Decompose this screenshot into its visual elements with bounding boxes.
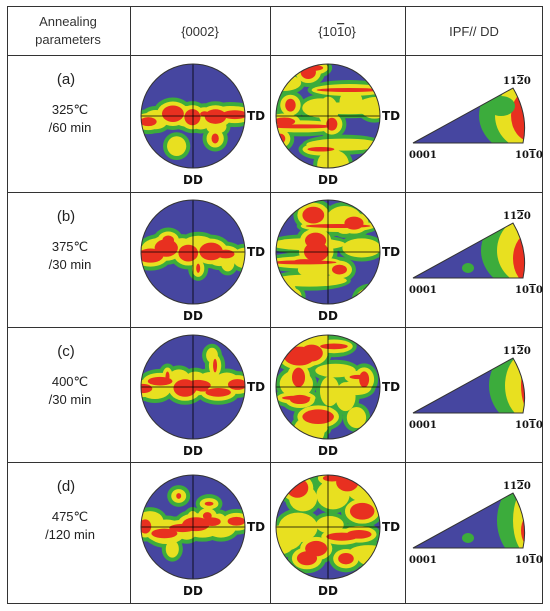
prismatic-texture-map — [276, 335, 380, 439]
ipf-outline — [412, 357, 526, 414]
prismatic-texture-map — [276, 200, 380, 304]
row-label: (a) — [57, 71, 75, 88]
dd-axis-label: DD — [183, 584, 203, 598]
rows-layer: (a) 325℃ /60 min TD DD TD DD 0001 1010 1120 (b) 375… — [45, 63, 543, 598]
td-axis-label: TD — [382, 245, 400, 259]
header-annealing: Annealing — [39, 14, 97, 29]
ipf-label-11-20: 1120 — [503, 346, 531, 357]
ipf-label-11-20: 1120 — [503, 211, 531, 222]
td-axis-label: TD — [382, 109, 400, 123]
pole-figure-outline — [275, 199, 381, 305]
ipf-outline — [412, 492, 526, 549]
table-row: (d) 475℃ /120 min TD DD TD DD 0001 1010 1120 — [45, 474, 543, 598]
td-axis-label: TD — [247, 520, 265, 534]
ipf-label-0001: 0001 — [409, 285, 437, 296]
dd-axis-label: DD — [318, 584, 338, 598]
ipf-outline — [412, 222, 526, 279]
basal-texture-map — [141, 335, 245, 439]
ipf-label-10-10: 1010 — [515, 150, 543, 161]
pole-figure-outline — [275, 334, 381, 440]
basal-texture-map — [141, 64, 245, 168]
table-row: (c) 400℃ /30 min TD DD TD DD 0001 1010 1120 — [49, 334, 543, 458]
dd-axis-label: DD — [318, 444, 338, 458]
ipf-outline — [412, 87, 526, 144]
prismatic-texture-map — [276, 475, 380, 579]
ipf-label-11-20: 1120 — [503, 76, 531, 87]
ipf-label-0001: 0001 — [409, 555, 437, 566]
row-label: (b) — [57, 208, 75, 225]
table-grid — [7, 6, 543, 604]
pole-figure-outline — [140, 474, 246, 580]
table-header: Annealing parameters {0002} {1010} IPF//… — [35, 14, 499, 47]
pole-figure-outline — [140, 63, 246, 169]
temperature-label: 325℃ — [52, 102, 88, 117]
td-axis-label: TD — [382, 380, 400, 394]
ipf-label-0001: 0001 — [409, 150, 437, 161]
table-row: (a) 325℃ /60 min TD DD TD DD 0001 1010 1120 — [49, 63, 543, 187]
duration-label: /30 min — [49, 392, 92, 407]
pole-figure-outline — [275, 474, 381, 580]
table-row: (b) 375℃ /30 min TD DD TD DD 0001 1010 1120 — [49, 199, 543, 323]
td-axis-label: TD — [247, 245, 265, 259]
td-axis-label: TD — [382, 520, 400, 534]
duration-label: /120 min — [45, 527, 95, 542]
header-parameters: parameters — [35, 32, 101, 47]
row-label: (c) — [57, 343, 75, 360]
dd-axis-label: DD — [183, 173, 203, 187]
pole-figure-outline — [140, 199, 246, 305]
temperature-label: 400℃ — [52, 374, 88, 389]
duration-label: /60 min — [49, 120, 92, 135]
prismatic-texture-map — [276, 64, 380, 168]
ipf-label-10-10: 1010 — [515, 285, 543, 296]
td-axis-label: TD — [247, 380, 265, 394]
pole-figure-outline — [275, 63, 381, 169]
ipf-label-10-10: 1010 — [515, 555, 543, 566]
td-axis-label: TD — [247, 109, 265, 123]
pole-figure-outline — [140, 334, 246, 440]
ipf-label-10-10: 1010 — [515, 420, 543, 431]
basal-texture-map — [141, 200, 245, 304]
temperature-label: 375℃ — [52, 239, 88, 254]
header-prismatic-pole: {1010} — [318, 24, 356, 39]
dd-axis-label: DD — [183, 309, 203, 323]
dd-axis-label: DD — [318, 173, 338, 187]
dd-axis-label: DD — [318, 309, 338, 323]
temperature-label: 475℃ — [52, 509, 88, 524]
duration-label: /30 min — [49, 257, 92, 272]
header-basal-pole: {0002} — [181, 24, 219, 39]
basal-texture-map — [141, 475, 245, 579]
row-label: (d) — [57, 478, 75, 495]
dd-axis-label: DD — [183, 444, 203, 458]
ipf-label-11-20: 1120 — [503, 481, 531, 492]
ipf-label-0001: 0001 — [409, 420, 437, 431]
header-ipf: IPF// DD — [449, 24, 499, 39]
